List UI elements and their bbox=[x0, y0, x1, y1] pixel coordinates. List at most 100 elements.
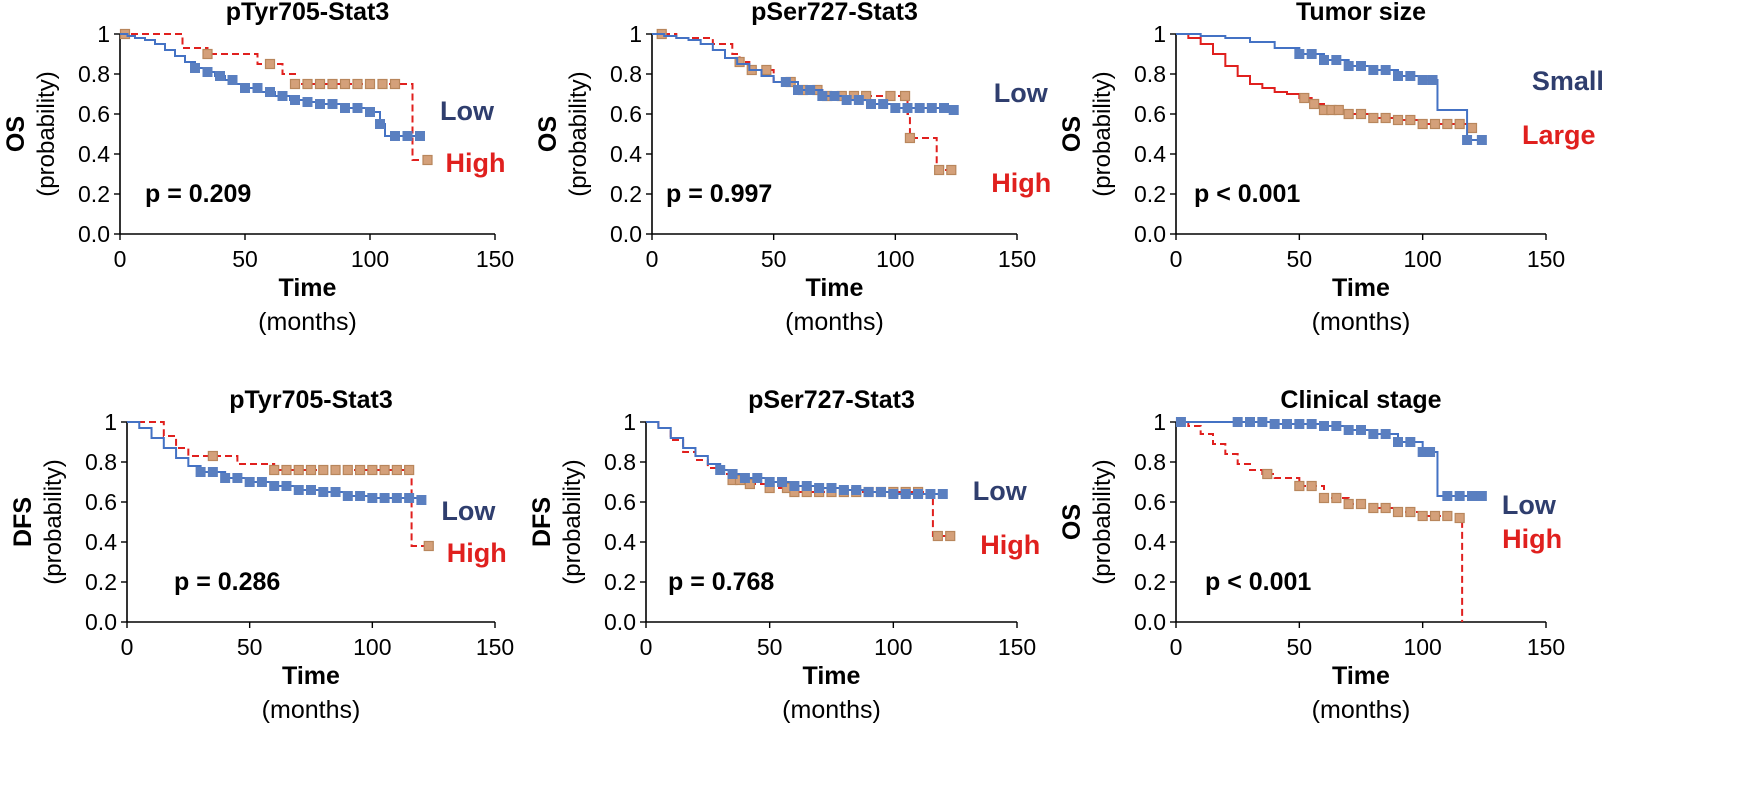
km-curve-high bbox=[652, 33, 952, 171]
x-tick-label: 100 bbox=[1403, 634, 1441, 660]
legend-label-high: High bbox=[1502, 524, 1562, 554]
censor-mark-low bbox=[866, 99, 876, 109]
censor-mark-low bbox=[302, 97, 313, 107]
legend-label-low: Low bbox=[1502, 490, 1557, 520]
censor-mark-low bbox=[306, 485, 316, 495]
censor-mark-high bbox=[1368, 112, 1379, 124]
y-axis-label: OS bbox=[2, 116, 30, 152]
x-axis-label: Time bbox=[279, 274, 337, 302]
censor-mark-high bbox=[422, 154, 433, 166]
censor-mark-high bbox=[1343, 498, 1354, 510]
censor-mark-high bbox=[269, 464, 280, 476]
censor-mark-low bbox=[1393, 71, 1403, 81]
censor-mark-low bbox=[851, 485, 862, 495]
y-tick-label: 0.0 bbox=[85, 609, 117, 635]
censor-mark-high bbox=[1429, 510, 1441, 522]
censor-mark-low bbox=[1356, 425, 1366, 435]
y-tick-label: 0.0 bbox=[610, 221, 642, 247]
legend-label-high: High bbox=[447, 538, 507, 568]
censor-mark-low bbox=[195, 467, 206, 477]
censor-mark-low bbox=[914, 103, 925, 113]
censor-mark-low bbox=[817, 91, 828, 101]
y-tick-label: 0.2 bbox=[78, 181, 110, 207]
censor-mark-low bbox=[375, 119, 385, 129]
censor-mark-low bbox=[277, 91, 288, 101]
censor-mark-high bbox=[1262, 468, 1273, 480]
censor-mark-high bbox=[1380, 112, 1391, 124]
censor-mark-low bbox=[367, 493, 378, 503]
censor-mark-low bbox=[227, 75, 238, 85]
censor-mark-high bbox=[339, 78, 351, 90]
y-axis-label: OS bbox=[1058, 504, 1086, 540]
censor-mark-high bbox=[1331, 492, 1342, 504]
x-tick-label: 150 bbox=[998, 246, 1036, 272]
y-tick-label: 0.8 bbox=[78, 61, 110, 87]
x-axis-unit: (months) bbox=[785, 308, 884, 336]
y-tick-label: 0.4 bbox=[1134, 141, 1166, 167]
censor-mark-high bbox=[932, 530, 943, 542]
censor-mark-low bbox=[402, 131, 413, 141]
x-tick-label: 0 bbox=[646, 246, 659, 272]
censor-mark-low bbox=[330, 487, 341, 497]
y-axis-unit: (probability) bbox=[559, 459, 586, 584]
censor-mark-low bbox=[1368, 65, 1379, 75]
censor-mark-low bbox=[1306, 49, 1317, 59]
censor-mark-high bbox=[423, 540, 434, 552]
censor-mark-high bbox=[330, 464, 341, 476]
p-value-label: p = 0.768 bbox=[668, 568, 774, 596]
x-axis-label: Time bbox=[803, 662, 861, 690]
x-tick-label: 0 bbox=[1170, 246, 1183, 272]
censor-mark-low bbox=[780, 77, 791, 87]
x-axis-label: Time bbox=[282, 662, 340, 690]
x-axis-label: Time bbox=[806, 274, 864, 302]
y-tick-label: 1 bbox=[1153, 21, 1166, 47]
censor-mark-low bbox=[1356, 61, 1366, 71]
p-value-label: p = 0.286 bbox=[174, 568, 280, 596]
panel-os-ptyr705: pTyr705-Stat3 0.0 0.2 0.4 0.6 0.8 1 0 50 100 150 Ti… bbox=[2, 0, 514, 336]
censor-mark-low bbox=[789, 481, 800, 491]
x-tick-label: 0 bbox=[1170, 634, 1183, 660]
censor-mark-low bbox=[1380, 65, 1391, 75]
y-tick-label: 0.0 bbox=[604, 609, 636, 635]
censor-mark-high bbox=[1405, 114, 1416, 126]
censor-mark-high bbox=[1454, 118, 1465, 130]
x-tick-label: 50 bbox=[237, 634, 263, 660]
censor-mark-high bbox=[281, 464, 292, 476]
legend-label-high: High bbox=[980, 530, 1040, 560]
censor-mark-low bbox=[715, 465, 726, 475]
y-tick-label: 0.0 bbox=[1134, 221, 1166, 247]
x-tick-label: 150 bbox=[476, 634, 514, 660]
censor-mark-low bbox=[948, 105, 959, 115]
y-axis-unit: (probability) bbox=[565, 71, 592, 196]
censor-mark-low bbox=[256, 477, 267, 487]
censor-mark-low bbox=[1425, 447, 1436, 457]
y-tick-label: 0.4 bbox=[604, 529, 636, 555]
censor-mark-low bbox=[1282, 419, 1292, 429]
censor-mark-low bbox=[1319, 421, 1329, 431]
x-tick-label: 150 bbox=[476, 246, 514, 272]
censor-mark-high bbox=[327, 78, 338, 90]
censor-mark-low bbox=[355, 491, 366, 501]
censor-mark-low bbox=[1417, 75, 1428, 85]
legend-label-low: Low bbox=[973, 476, 1028, 506]
censor-mark-high bbox=[367, 464, 378, 476]
km-curve-high bbox=[646, 421, 951, 537]
censor-mark-high bbox=[934, 164, 945, 176]
censor-mark-low bbox=[1393, 437, 1403, 447]
censor-mark-low bbox=[391, 493, 402, 503]
censor-mark-high bbox=[946, 164, 957, 176]
p-value-label: p = 0.997 bbox=[666, 180, 772, 208]
y-axis-label: OS bbox=[1058, 116, 1086, 152]
y-axis-unit: (probability) bbox=[40, 459, 67, 584]
censor-mark-high bbox=[364, 78, 376, 90]
censor-mark-high bbox=[1392, 506, 1404, 518]
x-tick-label: 150 bbox=[1527, 246, 1565, 272]
y-tick-label: 0.4 bbox=[85, 529, 117, 555]
censor-mark-low bbox=[1245, 417, 1255, 427]
censor-mark-high bbox=[1343, 108, 1354, 120]
panel-os-tumor-size: Tumor size 0.0 0.2 0.4 0.6 0.8 1 0 50 100 150 Time (… bbox=[1058, 0, 1604, 336]
censor-mark-low bbox=[1380, 429, 1391, 439]
censor-mark-low bbox=[805, 85, 816, 95]
censor-mark-high bbox=[1417, 118, 1428, 130]
censor-mark-high bbox=[1299, 92, 1310, 104]
